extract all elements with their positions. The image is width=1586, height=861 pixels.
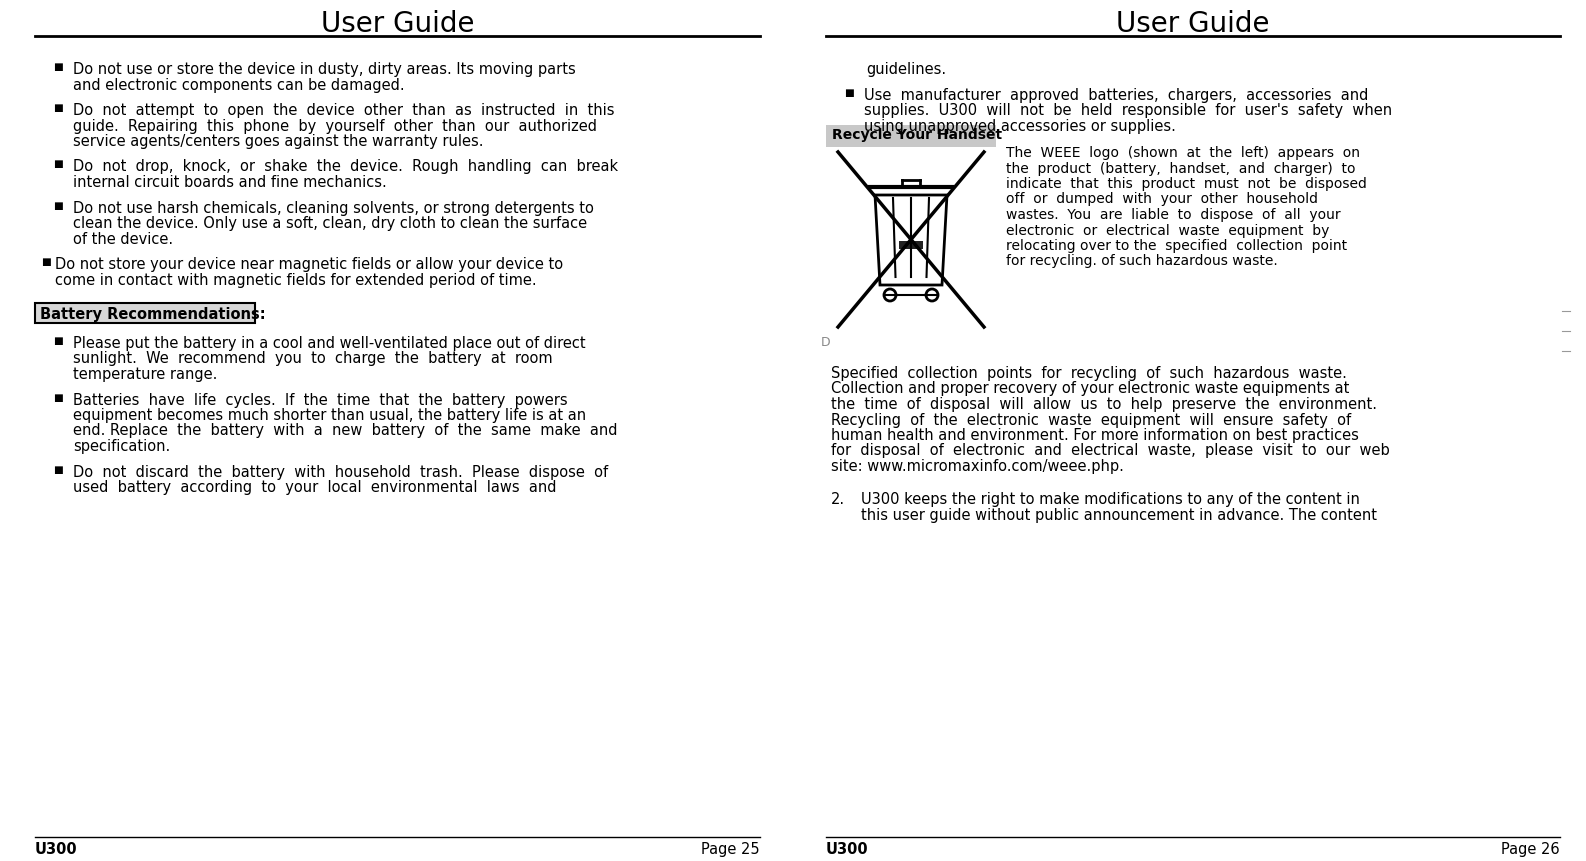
- Text: ■: ■: [52, 102, 63, 113]
- Text: User Guide: User Guide: [1117, 10, 1270, 38]
- Text: guide.  Repairing  this  phone  by  yourself  other  than  our  authorized: guide. Repairing this phone by yourself …: [73, 118, 596, 133]
- Text: Batteries  have  life  cycles.  If  the  time  that  the  battery  powers: Batteries have life cycles. If the time …: [73, 392, 568, 407]
- Text: U300: U300: [826, 841, 869, 856]
- Text: ■: ■: [52, 201, 63, 210]
- Text: Specified  collection  points  for  recycling  of  such  hazardous  waste.: Specified collection points for recyclin…: [831, 366, 1347, 381]
- Polygon shape: [875, 195, 947, 286]
- Text: Battery Recommendations:: Battery Recommendations:: [40, 307, 265, 322]
- Bar: [35, 304, 255, 324]
- Text: specification.: specification.: [73, 438, 170, 454]
- Text: Page 25: Page 25: [701, 841, 760, 856]
- Text: for recycling. of such hazardous waste.: for recycling. of such hazardous waste.: [1006, 254, 1278, 268]
- Circle shape: [926, 289, 937, 301]
- Text: ■: ■: [41, 257, 51, 267]
- Text: using unapproved accessories or supplies.: using unapproved accessories or supplies…: [864, 118, 1175, 133]
- Bar: [899, 242, 923, 250]
- Text: Do not use harsh chemicals, cleaning solvents, or strong detergents to: Do not use harsh chemicals, cleaning sol…: [73, 201, 593, 215]
- Text: ■: ■: [52, 392, 63, 402]
- Text: clean the device. Only use a soft, clean, dry cloth to clean the surface: clean the device. Only use a soft, clean…: [73, 216, 587, 231]
- Text: the  time  of  disposal  will  allow  us  to  help  preserve  the  environment.: the time of disposal will allow us to he…: [831, 397, 1377, 412]
- Text: service agents/centers goes against the warranty rules.: service agents/centers goes against the …: [73, 133, 484, 149]
- Text: Collection and proper recovery of your electronic waste equipments at: Collection and proper recovery of your e…: [831, 381, 1350, 396]
- Text: for  disposal  of  electronic  and  electrical  waste,  please  visit  to  our  : for disposal of electronic and electrica…: [831, 443, 1389, 458]
- Text: Do not store your device near magnetic fields or allow your device to: Do not store your device near magnetic f…: [56, 257, 563, 272]
- Text: 2.: 2.: [831, 492, 845, 507]
- Text: the  product  (battery,  handset,  and  charger)  to: the product (battery, handset, and charg…: [1006, 161, 1356, 176]
- Text: human health and environment. For more information on best practices: human health and environment. For more i…: [831, 428, 1359, 443]
- Text: indicate  that  this  product  must  not  be  disposed: indicate that this product must not be d…: [1006, 177, 1367, 191]
- Text: off  or  dumped  with  your  other  household: off or dumped with your other household: [1006, 192, 1318, 207]
- Text: ■: ■: [844, 88, 853, 97]
- Text: used  battery  according  to  your  local  environmental  laws  and: used battery according to your local env…: [73, 480, 557, 494]
- Text: temperature range.: temperature range.: [73, 367, 217, 381]
- Text: Do  not  discard  the  battery  with  household  trash.  Please  dispose  of: Do not discard the battery with househol…: [73, 464, 607, 479]
- Text: Do not use or store the device in dusty, dirty areas. Its moving parts: Do not use or store the device in dusty,…: [73, 62, 576, 77]
- Text: supplies.  U300  will  not  be  held  responsible  for  user's  safety  when: supplies. U300 will not be held responsi…: [864, 102, 1393, 118]
- Text: this user guide without public announcement in advance. The content: this user guide without public announcem…: [861, 507, 1377, 523]
- Text: site: www.micromaxinfo.com/weee.php.: site: www.micromaxinfo.com/weee.php.: [831, 458, 1124, 474]
- Text: Use  manufacturer  approved  batteries,  chargers,  accessories  and: Use manufacturer approved batteries, cha…: [864, 88, 1369, 102]
- Bar: [826, 126, 996, 148]
- Text: The  WEEE  logo  (shown  at  the  left)  appears  on: The WEEE logo (shown at the left) appear…: [1006, 146, 1361, 160]
- Text: Recycle Your Handset: Recycle Your Handset: [833, 127, 1002, 142]
- Text: sunlight.  We  recommend  you  to  charge  the  battery  at  room: sunlight. We recommend you to charge the…: [73, 351, 552, 366]
- Text: U300: U300: [35, 841, 78, 856]
- Text: guidelines.: guidelines.: [866, 62, 947, 77]
- Text: internal circuit boards and fine mechanics.: internal circuit boards and fine mechani…: [73, 175, 387, 189]
- Text: Page 26: Page 26: [1502, 841, 1561, 856]
- Text: U300 keeps the right to make modifications to any of the content in: U300 keeps the right to make modificatio…: [861, 492, 1359, 507]
- Text: User Guide: User Guide: [320, 10, 474, 38]
- Text: wastes.  You  are  liable  to  dispose  of  all  your: wastes. You are liable to dispose of all…: [1006, 208, 1340, 222]
- Text: of the device.: of the device.: [73, 232, 173, 246]
- Text: ■: ■: [52, 159, 63, 170]
- Text: electronic  or  electrical  waste  equipment  by: electronic or electrical waste equipment…: [1006, 223, 1329, 238]
- Text: come in contact with magnetic fields for extended period of time.: come in contact with magnetic fields for…: [56, 272, 536, 288]
- Text: ■: ■: [52, 62, 63, 72]
- Text: Do  not  drop,  knock,  or  shake  the  device.  Rough  handling  can  break: Do not drop, knock, or shake the device.…: [73, 159, 619, 174]
- Text: Please put the battery in a cool and well-ventilated place out of direct: Please put the battery in a cool and wel…: [73, 336, 585, 350]
- Text: end. Replace  the  battery  with  a  new  battery  of  the  same  make  and: end. Replace the battery with a new batt…: [73, 423, 617, 438]
- Text: ■: ■: [52, 464, 63, 474]
- Text: Do  not  attempt  to  open  the  device  other  than  as  instructed  in  this: Do not attempt to open the device other …: [73, 102, 614, 118]
- Text: D: D: [822, 336, 831, 349]
- Text: ■: ■: [52, 336, 63, 345]
- Circle shape: [883, 289, 896, 301]
- Text: relocating over to the  specified  collection  point: relocating over to the specified collect…: [1006, 238, 1347, 253]
- Text: and electronic components can be damaged.: and electronic components can be damaged…: [73, 77, 404, 92]
- Text: equipment becomes much shorter than usual, the battery life is at an: equipment becomes much shorter than usua…: [73, 407, 587, 423]
- Text: Recycling  of  the  electronic  waste  equipment  will  ensure  safety  of: Recycling of the electronic waste equipm…: [831, 412, 1351, 427]
